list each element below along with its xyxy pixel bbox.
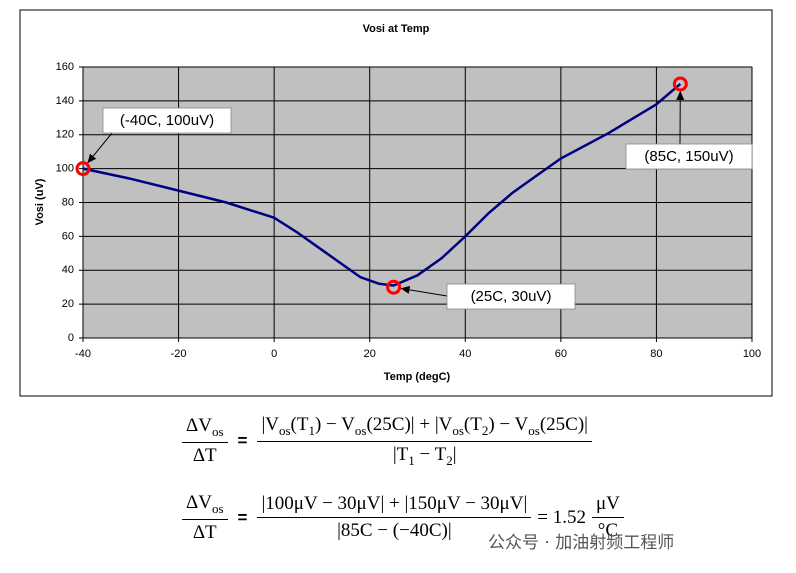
subscript: os xyxy=(211,500,224,516)
x-axis-label: Temp (degC) xyxy=(384,371,451,383)
x-tick-label: 40 xyxy=(459,348,471,360)
math-text: |V xyxy=(261,414,279,435)
numerator: ΔVos xyxy=(182,415,228,444)
annotation-box xyxy=(102,107,232,134)
annotation-box xyxy=(625,143,753,170)
math-text: ΔT xyxy=(192,521,217,543)
denominator: ΔT xyxy=(189,520,221,544)
x-tick-label: 80 xyxy=(650,348,662,360)
equals: = xyxy=(237,431,248,451)
denominator: |T1 − T2| xyxy=(389,442,461,469)
denominator: ΔT xyxy=(189,443,221,467)
subscript: os xyxy=(278,422,291,438)
subscript: os xyxy=(211,424,224,440)
subscript: 2 xyxy=(446,452,453,468)
y-tick-label: 120 xyxy=(56,129,74,141)
chart: Vosi at Temp Temp (degC) Vosi (uV) 0 20 40… xyxy=(19,9,773,397)
fraction: μV °C xyxy=(591,493,624,542)
numerator: |100μV − 30μV| + |150μV − 30μV| xyxy=(257,493,532,519)
annotation-label: (85C, 150uV) xyxy=(644,148,733,165)
subscript: 1 xyxy=(408,452,415,468)
y-tick-label: 40 xyxy=(62,264,74,276)
subscript: os xyxy=(528,422,540,438)
y-tick-label: 160 xyxy=(56,61,74,73)
math-text: ) − V xyxy=(488,414,529,435)
numerator: |Vos(T1) − Vos(25C)| + |Vos(T2) − Vos(25… xyxy=(257,414,592,442)
x-tick-label: -40 xyxy=(75,348,91,360)
math-text: | xyxy=(452,443,457,465)
numerator: μV xyxy=(591,493,624,519)
annotation-marker xyxy=(75,161,91,177)
y-tick-label: 140 xyxy=(56,95,74,107)
annotation-marker xyxy=(386,279,402,295)
y-axis-label: Vosi (uV) xyxy=(34,178,46,225)
x-tick-label: 100 xyxy=(743,348,761,360)
math-text: ΔV xyxy=(186,415,212,437)
x-tick-label: 60 xyxy=(555,348,567,360)
subscript: os xyxy=(354,422,367,438)
y-tick-label: 80 xyxy=(62,196,74,208)
watermark: 公众号 · 加油射频工程师 xyxy=(488,533,675,553)
subscript: os xyxy=(452,422,464,438)
math-text: |T xyxy=(392,443,409,465)
y-tick-label: 100 xyxy=(56,163,74,175)
math-text: °C xyxy=(597,520,619,542)
fraction: |100μV − 30μV| + |150μV − 30μV| |85C − (−… xyxy=(257,493,532,542)
x-tick-label: -20 xyxy=(171,348,187,360)
y-tick-label: 20 xyxy=(62,298,74,310)
chart-title: Vosi at Temp xyxy=(363,23,430,35)
math-text: ΔT xyxy=(192,445,217,467)
y-tick-label: 60 xyxy=(62,230,74,242)
subscript: 1 xyxy=(308,422,315,438)
data-line xyxy=(82,82,682,287)
math-text: |100μV − 30μV| + |150μV − 30μV| xyxy=(261,493,528,515)
annotation-box xyxy=(446,283,576,310)
math-text: ΔV xyxy=(186,492,212,513)
numerator: ΔVos xyxy=(182,492,228,520)
math-text: (T xyxy=(290,414,309,435)
y-tick-label: 0 xyxy=(68,332,74,344)
annotation-marker xyxy=(672,76,688,92)
annotation-label: (-40C, 100uV) xyxy=(120,112,214,129)
math-text: ) − V xyxy=(314,414,355,435)
annotation-arrowhead xyxy=(400,285,411,294)
math-text: μV xyxy=(595,493,620,515)
math-text: |85C − (−40C)| xyxy=(337,520,452,542)
equals: = xyxy=(237,507,248,527)
fraction: ΔVos ΔT xyxy=(182,492,228,544)
denominator: |85C − (−40C)| xyxy=(333,518,456,542)
result: = 1.52 xyxy=(537,506,586,528)
equation: ΔVos ΔT = |100μV − 30μV| + |150μV − 30μV| |8… xyxy=(176,492,630,544)
math-text: (25C)| xyxy=(539,414,588,435)
annotation-label: (25C, 30uV) xyxy=(471,288,552,305)
math-text: (T xyxy=(463,414,482,435)
math-text: (25C)| + |V xyxy=(366,414,453,435)
annotation-arrowhead xyxy=(676,90,685,100)
annotation-arrowhead xyxy=(87,153,97,164)
x-tick-label: 20 xyxy=(364,348,376,360)
denominator: °C xyxy=(594,518,622,542)
subscript: 2 xyxy=(481,422,489,438)
x-tick-label: 0 xyxy=(271,348,277,360)
fraction: |Vos(T1) − Vos(25C)| + |Vos(T2) − Vos(25… xyxy=(257,414,592,469)
fraction: ΔVos ΔT xyxy=(182,415,228,467)
math-text: − T xyxy=(414,443,447,465)
equation: ΔVos ΔT = |Vos(T1) − Vos(25C)| + |Vos(T2) −… xyxy=(176,414,598,469)
